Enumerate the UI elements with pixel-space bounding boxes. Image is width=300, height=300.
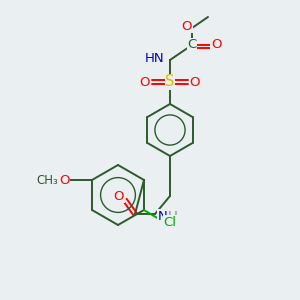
Text: Cl: Cl (164, 215, 176, 229)
Text: HN: HN (144, 52, 164, 64)
Text: C: C (188, 38, 196, 52)
Text: O: O (182, 20, 192, 32)
Text: O: O (114, 190, 124, 202)
Text: S: S (165, 74, 175, 89)
Text: O: O (140, 76, 150, 88)
Text: CH₃: CH₃ (36, 173, 58, 187)
Text: H: H (168, 209, 178, 223)
Text: N: N (158, 209, 168, 223)
Text: O: O (190, 76, 200, 88)
Text: O: O (211, 38, 221, 52)
Text: O: O (59, 173, 69, 187)
